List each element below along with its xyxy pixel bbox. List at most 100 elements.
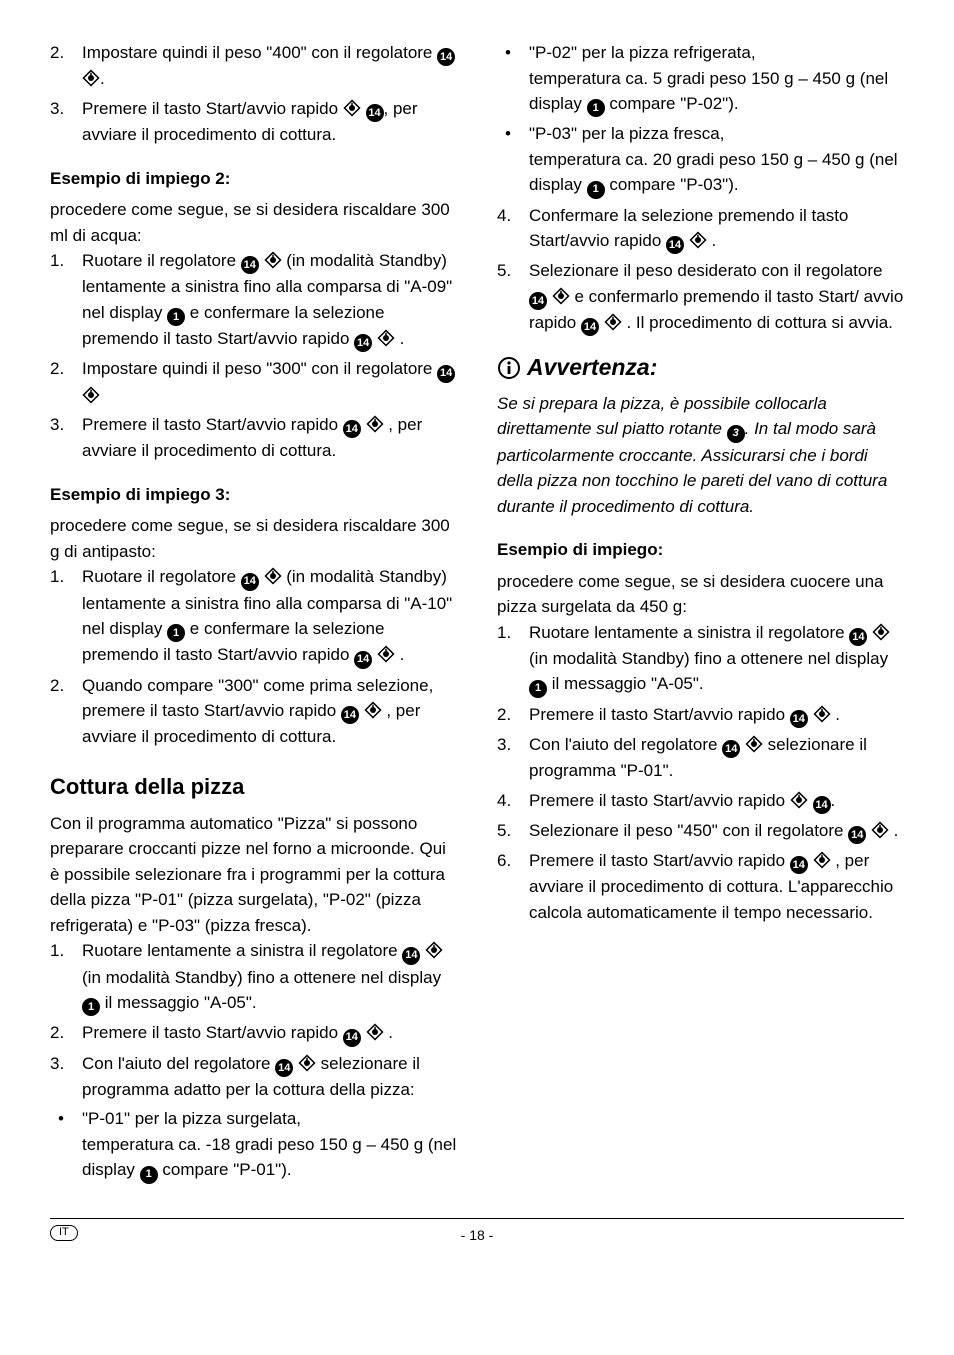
ref-14-icon: 14 — [666, 236, 684, 254]
dial-icon — [871, 821, 889, 839]
ref-1-icon: 1 — [167, 308, 185, 326]
list-item: 3. Con l'aiuto del regolatore 14 selezio… — [50, 1051, 457, 1103]
dial-icon — [872, 623, 890, 641]
example-2-title: Esempio di impiego 2: — [50, 166, 457, 192]
list-text: Premere il tasto Start/avvio rapido 14 ,… — [82, 412, 457, 464]
ref-14-icon: 14 — [848, 826, 866, 844]
list-number: 2. — [50, 40, 82, 92]
list-text: Premere il tasto Start/avvio rapido 14, … — [82, 96, 457, 148]
ref-14-icon: 14 — [343, 420, 361, 438]
list-number: 3. — [50, 1051, 82, 1103]
ref-14-icon: 14 — [241, 573, 259, 591]
bullet-text: "P-03" per la pizza fresca, temperatura … — [529, 121, 904, 198]
info-icon — [497, 356, 521, 380]
list-item: 1. Ruotare lentamente a sinistra il rego… — [497, 620, 904, 698]
list-text: Impostare quindi il peso "400" con il re… — [82, 40, 457, 92]
ref-1-icon: 1 — [529, 680, 547, 698]
list-item: 5. Selezionare il peso desiderato con il… — [497, 258, 904, 336]
list-item: 4. Confermare la selezione premendo il t… — [497, 203, 904, 255]
example-2-intro: procedere come segue, se si desidera ris… — [50, 197, 457, 248]
list-text: Premere il tasto Start/avvio rapido 14 . — [529, 702, 904, 728]
example-3-title: Esempio di impiego 3: — [50, 482, 457, 508]
example-title: Esempio di impiego: — [497, 537, 904, 563]
list-item: 2. Premere il tasto Start/avvio rapido 1… — [50, 1020, 457, 1046]
left-column: 2. Impostare quindi il peso "400" con il… — [50, 40, 457, 1188]
dial-icon — [82, 386, 100, 404]
bullet-item: • "P-03" per la pizza fresca, temperatur… — [497, 121, 904, 198]
list-number: 1. — [50, 938, 82, 1016]
ref-14-icon: 14 — [849, 628, 867, 646]
list-item: 3. Con l'aiuto del regolatore 14 selezio… — [497, 732, 904, 784]
dial-icon — [377, 645, 395, 663]
list-text: Ruotare il regolatore 14 (in modalità St… — [82, 248, 457, 352]
pizza-intro: Con il programma automatico "Pizza" si p… — [50, 811, 457, 939]
ref-14-icon: 14 — [402, 947, 420, 965]
ref-1-icon: 1 — [587, 181, 605, 199]
list-number: 2. — [50, 673, 82, 750]
list-item: 3. Premere il tasto Start/avvio rapido 1… — [50, 96, 457, 148]
list-text: Con l'aiuto del regolatore 14 selezionar… — [529, 732, 904, 784]
ref-1-icon: 1 — [82, 998, 100, 1016]
dial-icon — [745, 735, 763, 753]
list-number: 2. — [497, 702, 529, 728]
dial-icon — [604, 313, 622, 331]
dial-icon — [552, 287, 570, 305]
dial-icon — [366, 1023, 384, 1041]
list-text: Premere il tasto Start/avvio rapido 14. — [529, 788, 904, 814]
list-item: 4. Premere il tasto Start/avvio rapido 1… — [497, 788, 904, 814]
list-text: Ruotare lentamente a sinistra il regolat… — [82, 938, 457, 1016]
list-number: 3. — [497, 732, 529, 784]
ref-1-icon: 1 — [587, 99, 605, 117]
dial-icon — [366, 415, 384, 433]
list-item: 2. Impostare quindi il peso "400" con il… — [50, 40, 457, 92]
dial-icon — [298, 1054, 316, 1072]
dial-icon — [813, 705, 831, 723]
two-column-layout: 2. Impostare quindi il peso "400" con il… — [50, 40, 904, 1188]
ref-14-icon: 14 — [790, 856, 808, 874]
dial-icon — [364, 701, 382, 719]
dial-icon — [790, 791, 808, 809]
list-item: 2. Premere il tasto Start/avvio rapido 1… — [497, 702, 904, 728]
dial-icon — [813, 851, 831, 869]
ref-1-icon: 1 — [167, 624, 185, 642]
ref-14-icon: 14 — [437, 365, 455, 383]
list-item: 2. Quando compare "300" come prima selez… — [50, 673, 457, 750]
dial-icon — [264, 567, 282, 585]
ref-14-icon: 14 — [341, 706, 359, 724]
ref-14-icon: 14 — [366, 104, 384, 122]
pizza-heading: Cottura della pizza — [50, 770, 457, 803]
list-number: 4. — [497, 203, 529, 255]
list-number: 5. — [497, 818, 529, 844]
list-text: Premere il tasto Start/avvio rapido 14 ,… — [529, 848, 904, 925]
list-number: 4. — [497, 788, 529, 814]
list-item: 1. Ruotare lentamente a sinistra il rego… — [50, 938, 457, 1016]
list-item: 1. Ruotare il regolatore 14 (in modalità… — [50, 248, 457, 352]
bullet-text: "P-02" per la pizza refrigerata, tempera… — [529, 40, 904, 117]
list-text: Quando compare "300" come prima selezion… — [82, 673, 457, 750]
list-text: Selezionare il peso desiderato con il re… — [529, 258, 904, 336]
ref-14-icon: 14 — [722, 740, 740, 758]
notice-title: Avvertenza: — [527, 350, 657, 385]
ref-14-icon: 14 — [529, 292, 547, 310]
list-item: 6. Premere il tasto Start/avvio rapido 1… — [497, 848, 904, 925]
dial-icon — [425, 941, 443, 959]
list-number: 3. — [50, 412, 82, 464]
list-text: Ruotare lentamente a sinistra il regolat… — [529, 620, 904, 698]
page-footer: IT - 18 - — [50, 1218, 904, 1241]
ref-14-icon: 14 — [343, 1029, 361, 1047]
bullet-mark: • — [50, 1106, 82, 1183]
dial-icon — [377, 329, 395, 347]
bullet-item: • "P-01" per la pizza surgelata, tempera… — [50, 1106, 457, 1183]
bullet-item: • "P-02" per la pizza refrigerata, tempe… — [497, 40, 904, 117]
list-text: Con l'aiuto del regolatore 14 selezionar… — [82, 1051, 457, 1103]
ref-14-icon: 14 — [437, 48, 455, 66]
list-number: 5. — [497, 258, 529, 336]
ref-14-icon: 14 — [813, 796, 831, 814]
ref-14-icon: 14 — [241, 256, 259, 274]
dial-icon — [343, 99, 361, 117]
list-number: 2. — [50, 1020, 82, 1046]
list-number: 6. — [497, 848, 529, 925]
list-number: 3. — [50, 96, 82, 148]
ref-14-icon: 14 — [354, 651, 372, 669]
list-item: 2. Impostare quindi il peso "300" con il… — [50, 356, 457, 408]
